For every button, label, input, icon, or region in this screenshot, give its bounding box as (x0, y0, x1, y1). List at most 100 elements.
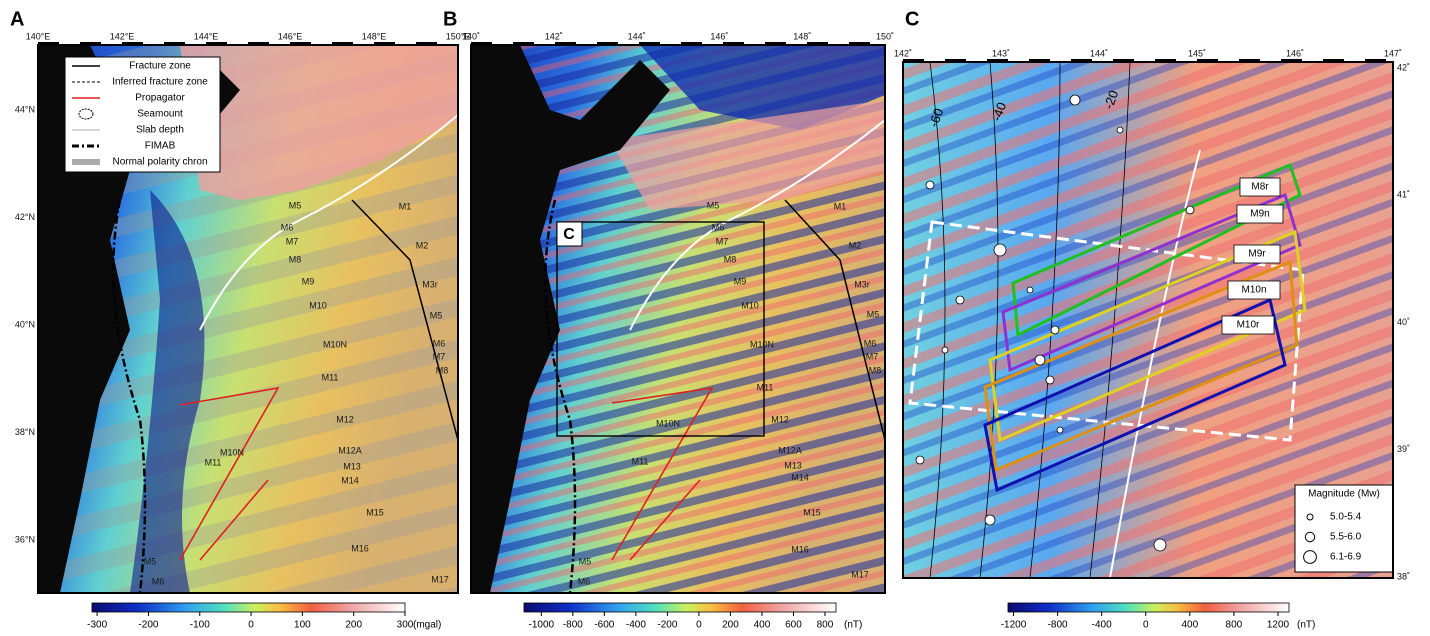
x-label: 146°E (278, 31, 303, 41)
chron-label: M6 (281, 222, 294, 232)
colorbar-unit: (mgal) (413, 620, 441, 631)
x-label: 143˚ (992, 48, 1010, 58)
border-tick (1071, 59, 1092, 62)
colorbar-tick-label: -1200 (1001, 620, 1027, 631)
chron-label: M6 (578, 576, 591, 586)
x-label: 146˚ (1286, 48, 1304, 58)
chron-label: M2 (849, 240, 862, 250)
y-label: 38°N (15, 427, 35, 437)
colorbar-unit: (nT) (844, 620, 862, 631)
chron-label: M10N (323, 339, 347, 349)
legend-title: Magnitude (Mw) (1308, 489, 1380, 500)
colorbar-tick-label: 300 (397, 620, 414, 631)
colorbar-tick-label: -400 (1092, 620, 1112, 631)
chron-label: M9r (1248, 249, 1266, 260)
border-tick (1239, 59, 1260, 62)
border-tick (1029, 59, 1050, 62)
chron-label: M5 (707, 200, 720, 210)
chron-label: M6 (433, 338, 446, 348)
border-tick (416, 42, 437, 45)
chron-label: M7 (286, 236, 299, 246)
x-label: 146˚ (710, 31, 728, 41)
legend-label: Normal polarity chron (112, 157, 207, 168)
chron-label: M5 (430, 310, 443, 320)
colorbar-tick-label: -100 (190, 620, 210, 631)
legend-label: Slab depth (136, 125, 184, 136)
y-label: 42°N (15, 212, 35, 222)
colorbar-tick-label: 400 (754, 620, 771, 631)
chron-label: M5 (144, 556, 157, 566)
colorbar-tick-label: 200 (722, 620, 739, 631)
legend-symbol (78, 108, 94, 120)
border-tick (555, 42, 576, 45)
x-label: 144˚ (628, 31, 646, 41)
x-label: 142°E (110, 31, 135, 41)
y-label: 41˚ (1397, 190, 1410, 200)
legend-label: Seamount (137, 109, 183, 120)
chron-label: M5 (289, 200, 302, 210)
panel-label: C (905, 8, 919, 30)
border-tick (513, 42, 534, 45)
chron-label: M10n (1241, 285, 1266, 296)
map-c (903, 62, 1393, 578)
chron-label: M10r (1237, 320, 1260, 331)
chron-label: M16 (351, 543, 369, 553)
legend-label: Propagator (135, 93, 185, 104)
border-tick (1197, 59, 1218, 62)
chron-label: M17 (431, 574, 449, 584)
border-tick (987, 59, 1008, 62)
colorbar-tick-label: -600 (594, 620, 614, 631)
colorbar-tick-label: 800 (817, 620, 834, 631)
colorbar (523, 602, 837, 613)
legend-symbol (1306, 513, 1314, 521)
x-label: 140˚ (462, 31, 480, 41)
chron-label: M2 (416, 240, 429, 250)
chron-label: M15 (366, 507, 384, 517)
colorbar-tick-label: -800 (1048, 620, 1068, 631)
border-tick (332, 42, 353, 45)
chron-label: M7 (866, 351, 879, 361)
colorbar-tick-label: 100 (294, 620, 311, 631)
frame-c (902, 61, 1394, 579)
border-tick (1323, 59, 1344, 62)
x-label: 150°E (446, 31, 471, 41)
chron-label: M8 (436, 365, 449, 375)
chron-label: M14 (341, 475, 359, 485)
chron-label: M3r (854, 279, 870, 289)
chron-label: M13 (343, 461, 361, 471)
colorbar-unit: (nT) (1297, 620, 1315, 631)
y-label: 44°N (15, 104, 35, 114)
border-tick (765, 42, 786, 45)
x-label: 145˚ (1188, 48, 1206, 58)
colorbar-tick-label: 200 (345, 620, 362, 631)
x-label: 150˚ (876, 31, 894, 41)
colorbar-tick-label: -400 (626, 620, 646, 631)
border-tick (471, 42, 492, 45)
y-label: 42˚ (1397, 62, 1410, 72)
colorbar-tick-label: 600 (785, 620, 802, 631)
y-label: 36°N (15, 534, 35, 544)
legend-a (64, 56, 221, 173)
border-tick (1365, 59, 1386, 62)
inset-label: C (563, 226, 575, 243)
chron-label: M12 (771, 414, 789, 424)
border-tick (1281, 59, 1302, 62)
border-tick (1113, 59, 1134, 62)
chron-label: M15 (803, 507, 821, 517)
y-label: 40°N (15, 319, 35, 329)
colorbar-tick-label: -800 (563, 620, 583, 631)
chron-label: M8 (869, 365, 882, 375)
slab-depth-label: -40 (989, 100, 1010, 123)
colorbar-tick-label: -300 (87, 620, 107, 631)
chron-label: M9 (734, 276, 747, 286)
border-tick (723, 42, 744, 45)
frame-b (470, 44, 886, 594)
x-label: 140°E (26, 31, 51, 41)
x-label: 148˚ (793, 31, 811, 41)
border-tick (206, 42, 227, 45)
chron-label: M7 (716, 236, 729, 246)
border-tick (597, 42, 618, 45)
chron-label: M5 (867, 309, 880, 319)
legend-label: FIMAB (145, 141, 176, 152)
colorbar-tick-label: 0 (696, 620, 702, 631)
